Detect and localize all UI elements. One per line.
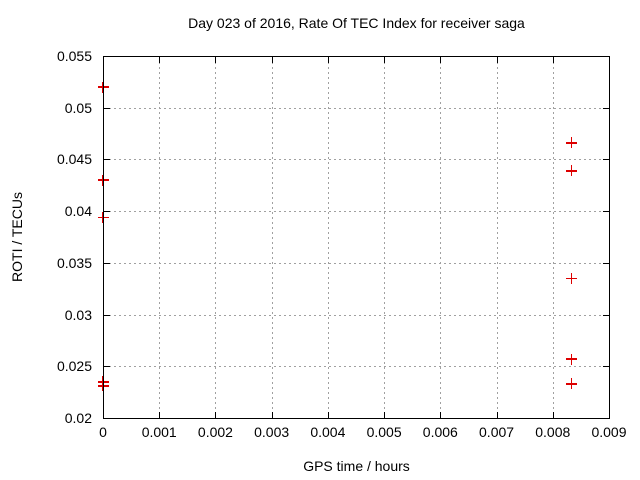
- gridline-horizontal: [104, 211, 609, 213]
- gridline-vertical: [552, 57, 554, 418]
- x-tick-label: 0.009: [591, 424, 627, 440]
- y-tick-right: [603, 262, 609, 264]
- gridline-vertical: [384, 57, 386, 418]
- x-tick-top: [496, 57, 498, 63]
- y-tick-right: [603, 314, 609, 316]
- data-point-marker: [565, 378, 577, 390]
- x-tick-top: [327, 57, 329, 63]
- x-tick-label: 0: [99, 424, 107, 440]
- x-tick-top: [159, 57, 161, 63]
- x-tick-label: 0.004: [310, 424, 346, 440]
- y-tick-right: [603, 107, 609, 109]
- x-tick-top: [215, 57, 217, 63]
- data-point-marker: [565, 137, 577, 149]
- x-tick-top: [384, 57, 386, 63]
- y-tick-left: [104, 107, 110, 109]
- y-tick-left: [104, 418, 110, 419]
- y-tick-right: [603, 211, 609, 213]
- gridline-horizontal: [104, 366, 609, 368]
- x-tick-bottom: [384, 412, 386, 418]
- y-tick-label: 0.055: [56, 48, 92, 64]
- y-tick-label: 0.025: [56, 358, 92, 375]
- gridline-horizontal: [104, 262, 609, 264]
- y-tick-label: 0.05: [64, 99, 92, 116]
- y-tick-label: 0.03: [64, 306, 92, 323]
- x-tick-bottom: [327, 412, 329, 418]
- x-tick-bottom: [215, 412, 217, 418]
- x-tick-top: [440, 57, 442, 63]
- gridline-vertical: [271, 57, 273, 418]
- gridline-vertical: [327, 57, 329, 418]
- y-tick-right: [603, 159, 609, 161]
- x-tick-top: [271, 57, 273, 63]
- y-tick-left: [104, 56, 110, 57]
- y-tick-left: [104, 159, 110, 161]
- y-tick-left: [104, 366, 110, 368]
- gridline-vertical: [159, 57, 161, 418]
- x-tick-label: 0.003: [254, 424, 290, 440]
- x-tick-top: [609, 57, 610, 63]
- chart-title: Day 023 of 2016, Rate Of TEC Index for r…: [188, 15, 525, 31]
- plot-area-border: [103, 56, 610, 419]
- x-tick-label: 0.007: [479, 424, 515, 440]
- gridline-vertical: [215, 57, 217, 418]
- x-tick-label: 0.005: [366, 424, 402, 440]
- y-tick-right: [603, 56, 609, 57]
- x-tick-label: 0.002: [197, 424, 233, 440]
- x-tick-bottom: [271, 412, 273, 418]
- y-tick-label: 0.045: [56, 151, 92, 168]
- data-point-marker: [565, 272, 577, 284]
- x-tick-top: [552, 57, 554, 63]
- x-axis-label: GPS time / hours: [303, 458, 410, 474]
- gridline-vertical: [496, 57, 498, 418]
- y-tick-left: [104, 211, 110, 213]
- x-tick-bottom: [440, 412, 442, 418]
- x-tick-bottom: [609, 412, 610, 418]
- gridline-horizontal: [104, 159, 609, 161]
- x-tick-bottom: [552, 412, 554, 418]
- gridline-horizontal: [104, 314, 609, 316]
- x-tick-top: [103, 57, 104, 63]
- x-tick-label: 0.008: [535, 424, 571, 440]
- x-tick-bottom: [496, 412, 498, 418]
- gridline-horizontal: [104, 107, 609, 109]
- x-tick-bottom: [103, 412, 104, 418]
- y-tick-label: 0.04: [64, 203, 92, 220]
- x-tick-label: 0.006: [422, 424, 458, 440]
- x-tick-bottom: [159, 412, 161, 418]
- y-tick-left: [104, 314, 110, 316]
- y-tick-left: [104, 262, 110, 264]
- gridline-vertical: [440, 57, 442, 418]
- data-point-marker: [565, 165, 577, 177]
- x-tick-label: 0.001: [141, 424, 177, 440]
- y-tick-right: [603, 366, 609, 368]
- data-point-marker: [565, 353, 577, 365]
- y-tick-label: 0.02: [64, 410, 92, 426]
- y-tick-right: [603, 418, 609, 419]
- y-tick-label: 0.035: [56, 254, 92, 271]
